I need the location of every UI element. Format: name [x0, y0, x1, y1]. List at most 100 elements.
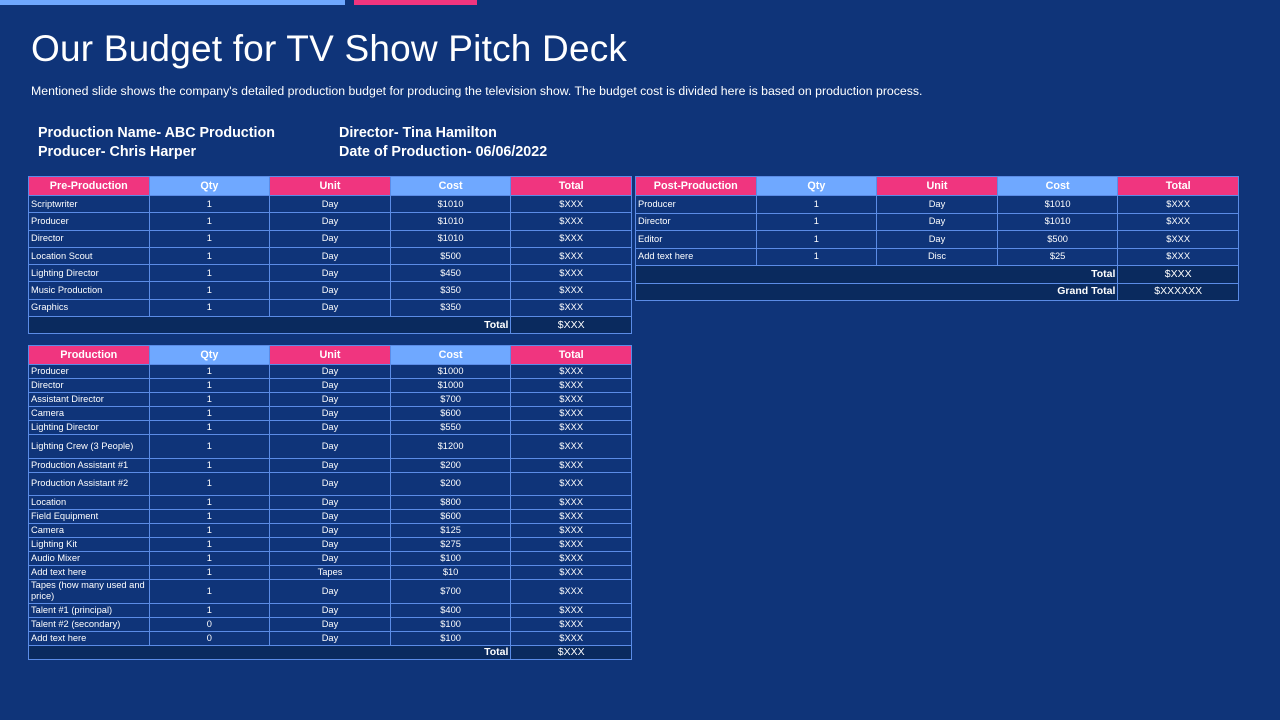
production-rows: Producer 1 Day $1000 $XXX Director 1 Day $1000 $X… [28, 364, 632, 646]
table-row: Production Assistant #2 1 Day $200 $XXX [28, 471, 632, 496]
table-row: Music Production 1 Day $350 $XXX [28, 281, 632, 300]
item-name: Lighting Director [28, 264, 150, 283]
accent-bar-pink [354, 0, 477, 5]
cost-cell: $10 [389, 565, 512, 580]
cost-cell: $275 [389, 537, 512, 552]
cost-cell: $350 [389, 281, 512, 300]
total-cell: $XXX [510, 602, 632, 618]
total-cell: $XXX [510, 229, 632, 248]
qty-cell: 1 [148, 392, 271, 407]
col-total-header: Total [510, 345, 632, 365]
item-name: Scriptwriter [28, 194, 150, 214]
production-table: Production Qty Unit Cost Total Producer 1… [27, 345, 632, 660]
total-cell: $XXX [1117, 247, 1239, 266]
item-name: Field Equipment [28, 509, 150, 524]
table-row: Add text here 1 Tapes $10 $XXX [28, 565, 632, 580]
qty-cell: 1 [148, 406, 271, 421]
item-name: Lighting Kit [28, 537, 150, 552]
unit-cell: Day [269, 378, 391, 393]
qty-cell: 1 [755, 212, 878, 231]
table-row: Production Assistant #1 1 Day $200 $XXX [28, 457, 632, 473]
production-heading: Production [28, 345, 150, 365]
pre-production-table: Pre-Production Qty Unit Cost Total Scrip… [27, 176, 632, 335]
total-cell: $XXX [510, 281, 632, 300]
qty-cell: 1 [148, 579, 271, 604]
unit-cell: Day [269, 457, 391, 473]
item-name: Production Assistant #1 [28, 457, 150, 473]
total-cell: $XXX [510, 378, 632, 393]
cost-cell: $100 [389, 630, 512, 646]
cost-cell: $100 [389, 551, 512, 566]
production-info-left: Production Name- ABC Production Producer… [38, 124, 275, 161]
total-value: $XXX [510, 644, 632, 660]
col-unit-header: Unit [269, 345, 391, 365]
cost-cell: $1010 [389, 194, 512, 214]
production-date: Date of Production- 06/06/2022 [339, 143, 548, 160]
total-cell: $XXX [510, 212, 632, 231]
unit-cell: Day [876, 230, 998, 249]
cost-cell: $200 [389, 457, 512, 473]
cost-cell: $1000 [389, 378, 512, 393]
table-row: Editor 1 Day $500 $XXX [635, 230, 1239, 249]
item-name: Lighting Crew (3 People) [28, 434, 150, 459]
cost-cell: $400 [389, 602, 512, 618]
total-cell: $XXX [510, 495, 632, 510]
table-row: Scriptwriter 1 Day $1010 $XXX [28, 194, 632, 214]
total-cell: $XXX [510, 420, 632, 435]
col-total-header: Total [1117, 176, 1239, 196]
total-cell: $XXX [510, 509, 632, 524]
table-row: Graphics 1 Day $350 $XXX [28, 298, 632, 318]
qty-cell: 1 [148, 457, 271, 473]
unit-cell: Day [269, 551, 391, 566]
item-name: Producer [28, 364, 150, 379]
item-name: Producer [28, 212, 150, 231]
item-name: Assistant Director [28, 392, 150, 407]
col-total-header: Total [510, 176, 632, 196]
total-cell: $XXX [510, 406, 632, 421]
unit-cell: Day [269, 406, 391, 421]
item-name: Talent #1 (principal) [28, 602, 150, 618]
qty-cell: 1 [148, 212, 271, 231]
table-header-row: Pre-Production Qty Unit Cost Total [28, 176, 632, 196]
cost-cell: $350 [389, 298, 512, 318]
qty-cell: 1 [148, 264, 271, 283]
total-cell: $XXX [510, 298, 632, 318]
unit-cell: Day [269, 602, 391, 618]
unit-cell: Day [269, 420, 391, 435]
post-production-heading: Post-Production [635, 176, 757, 196]
col-cost-header: Cost [389, 176, 512, 196]
post-production-rows: Producer 1 Day $1010 $XXX Director 1 Day $1010 $X… [635, 195, 1239, 266]
table-row: Producer 1 Day $1000 $XXX [28, 364, 632, 379]
qty-cell: 1 [755, 230, 878, 249]
total-cell: $XXX [510, 392, 632, 407]
total-cell: $XXX [510, 523, 632, 538]
item-name: Add text here [28, 630, 150, 646]
accent-bar-blue [0, 0, 345, 5]
table-row: Lighting Director 1 Day $450 $XXX [28, 264, 632, 283]
total-cell: $XXX [1117, 230, 1239, 249]
item-name: Editor [635, 230, 757, 249]
unit-cell: Day [269, 630, 391, 646]
total-cell: $XXX [510, 246, 632, 266]
qty-cell: 1 [148, 378, 271, 393]
cost-cell: $200 [389, 471, 512, 496]
cost-cell: $1010 [996, 195, 1119, 214]
table-row: Producer 1 Day $1010 $XXX [635, 195, 1239, 214]
cost-cell: $125 [389, 523, 512, 538]
item-name: Location [28, 495, 150, 510]
item-name: Location Scout [28, 246, 150, 266]
total-value: $XXX [1117, 265, 1239, 284]
qty-cell: 1 [148, 509, 271, 524]
item-name: Producer [635, 195, 757, 214]
item-name: Director [28, 229, 150, 248]
col-cost-header: Cost [389, 345, 512, 365]
total-cell: $XXX [510, 457, 632, 473]
item-name: Camera [28, 523, 150, 538]
qty-cell: 1 [148, 602, 271, 618]
cost-cell: $600 [389, 406, 512, 421]
qty-cell: 1 [148, 194, 271, 214]
post-production-table: Post-Production Qty Unit Cost Total Prod… [634, 176, 1239, 301]
item-name: Lighting Director [28, 420, 150, 435]
cost-cell: $1000 [389, 364, 512, 379]
unit-cell: Day [269, 264, 391, 283]
